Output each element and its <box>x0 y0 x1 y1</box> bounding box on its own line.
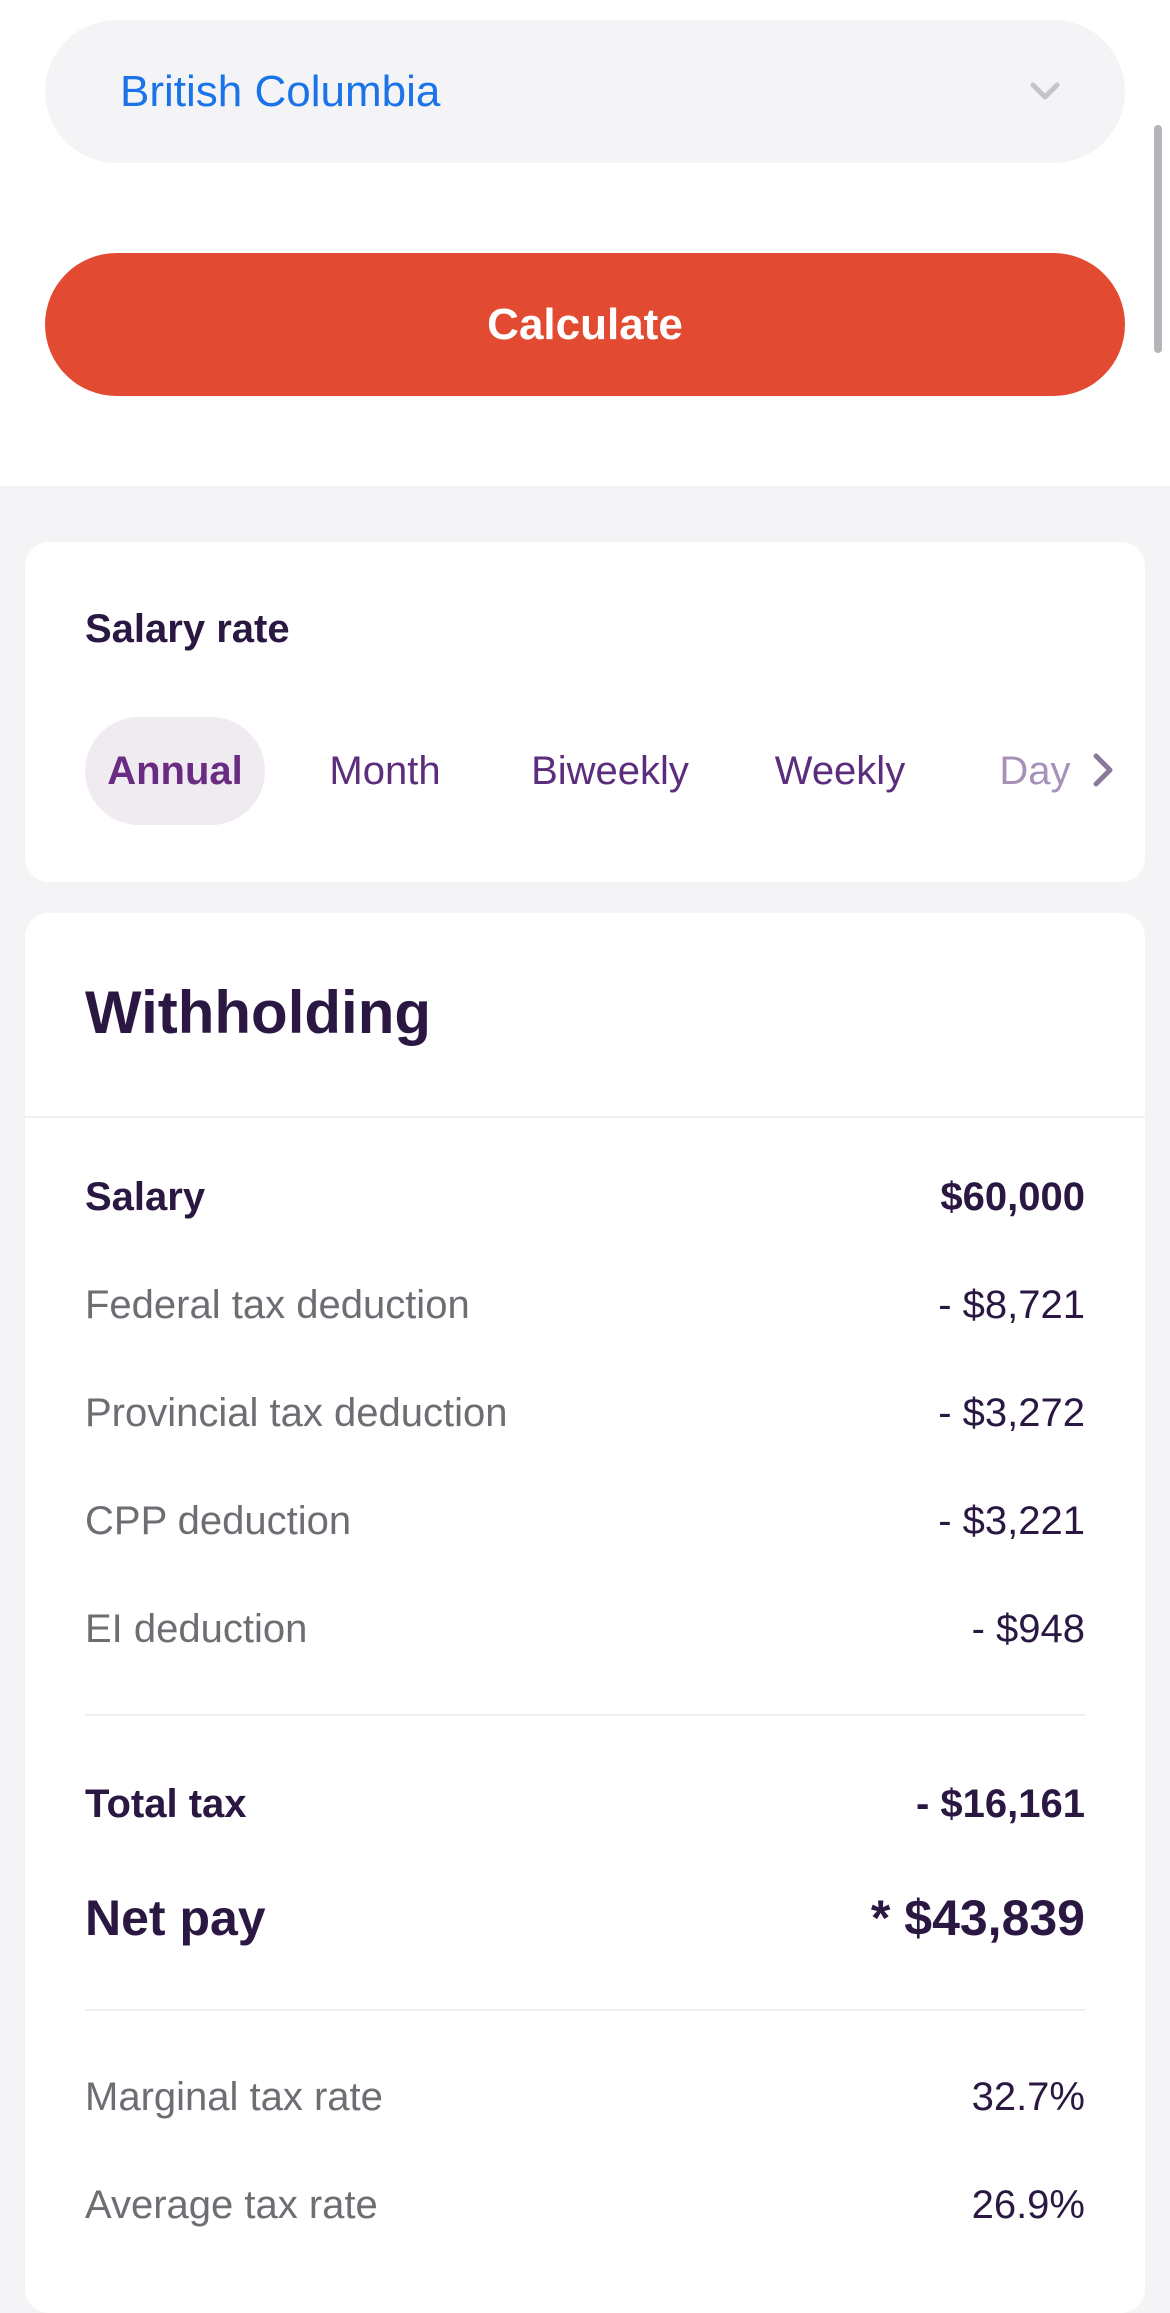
divider <box>85 1714 1085 1716</box>
withholding-title: Withholding <box>85 979 431 1046</box>
average-rate-row: Average tax rate 26.9% <box>85 2175 1085 2235</box>
chevron-right-icon[interactable] <box>1088 748 1118 792</box>
deduction-value: - $948 <box>971 1607 1085 1651</box>
province-dropdown[interactable]: British Columbia <box>45 20 1125 163</box>
top-section: British Columbia Calculate <box>0 0 1170 486</box>
withholding-card: Withholding Salary $60,000 Federal tax d… <box>25 913 1145 2313</box>
salary-rate-card: Salary rate Annual Month Biweekly Weekly… <box>25 542 1145 882</box>
rate-label: Marginal tax rate <box>85 2075 383 2119</box>
tab-biweekly[interactable]: Biweekly <box>531 749 689 793</box>
net-pay-row: Net pay * $43,839 <box>85 1883 1085 1953</box>
deduction-label: Provincial tax deduction <box>85 1391 508 1435</box>
total-tax-label: Total tax <box>85 1782 247 1826</box>
tab-annual[interactable]: Annual <box>85 717 265 825</box>
tab-month[interactable]: Month <box>329 749 441 793</box>
salary-rate-title: Salary rate <box>85 607 290 651</box>
deduction-label: EI deduction <box>85 1607 308 1651</box>
deduction-label: CPP deduction <box>85 1499 352 1543</box>
total-tax-value: - $16,161 <box>915 1782 1085 1826</box>
divider <box>85 2009 1085 2011</box>
deduction-label: Federal tax deduction <box>85 1283 470 1327</box>
net-pay-label: Net pay <box>85 1890 266 1946</box>
deduction-row-cpp: CPP deduction - $3,221 <box>85 1491 1085 1551</box>
province-value: British Columbia <box>120 67 441 116</box>
deduction-value: - $3,221 <box>938 1499 1085 1543</box>
total-tax-row: Total tax - $16,161 <box>85 1774 1085 1834</box>
deduction-value: - $8,721 <box>938 1283 1085 1327</box>
rate-label: Average tax rate <box>85 2183 378 2227</box>
chevron-down-icon <box>1030 82 1060 100</box>
deduction-row-ei: EI deduction - $948 <box>85 1599 1085 1659</box>
marginal-rate-row: Marginal tax rate 32.7% <box>85 2067 1085 2127</box>
tab-day[interactable]: Day <box>999 749 1071 793</box>
scrollbar[interactable] <box>1154 125 1162 353</box>
tab-weekly[interactable]: Weekly <box>774 749 906 793</box>
deduction-row-provincial: Provincial tax deduction - $3,272 <box>85 1383 1085 1443</box>
divider <box>25 1116 1145 1118</box>
salary-label: Salary <box>85 1175 206 1219</box>
salary-value: $60,000 <box>940 1175 1085 1219</box>
salary-rate-tabs: Annual Month Biweekly Weekly Day <box>85 717 1115 825</box>
net-pay-value: * $43,839 <box>870 1890 1085 1946</box>
deduction-value: - $3,272 <box>938 1391 1085 1435</box>
rate-value: 32.7% <box>971 2075 1085 2119</box>
rate-value: 26.9% <box>971 2183 1085 2227</box>
salary-row: Salary $60,000 <box>85 1167 1085 1227</box>
calculate-button[interactable]: Calculate <box>45 253 1125 396</box>
deduction-row-federal: Federal tax deduction - $8,721 <box>85 1275 1085 1335</box>
